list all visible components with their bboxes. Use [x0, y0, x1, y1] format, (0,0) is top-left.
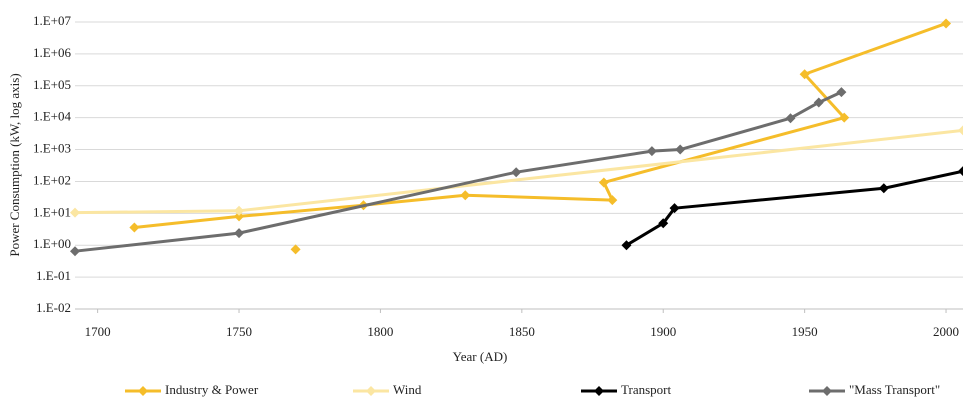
series-marker: [958, 125, 963, 136]
series-marker: [669, 203, 680, 214]
y-tick-label: 1.E+02: [33, 172, 71, 187]
legend-label: Wind: [393, 382, 422, 397]
series-marker: [70, 207, 80, 218]
series-marker: [958, 166, 963, 177]
legend-label: Transport: [621, 382, 671, 397]
legend-label: "Mass Transport": [849, 382, 940, 397]
series-marker: [234, 228, 245, 239]
series-marker: [598, 177, 609, 188]
series-marker: [813, 97, 824, 108]
series-marker: [607, 195, 618, 206]
series-marker: [70, 246, 80, 257]
x-tick-label: 1750: [226, 324, 252, 339]
x-tick-label: 1700: [85, 324, 111, 339]
series-marker: [460, 190, 471, 201]
series-marker: [836, 87, 847, 98]
y-tick-label: 1.E-02: [36, 300, 71, 315]
x-tick-label: 2000: [933, 324, 959, 339]
series-marker: [785, 113, 796, 124]
x-axis-label: Year (AD): [453, 349, 508, 364]
series-marker: [234, 211, 245, 222]
series-marker: [646, 146, 657, 157]
y-tick-label: 1.E+03: [33, 141, 71, 156]
legend-marker: [366, 386, 376, 396]
series-marker: [941, 18, 952, 29]
y-tick-label: 1.E+06: [33, 45, 72, 60]
series-marker: [839, 112, 850, 123]
series-marker: [290, 244, 301, 255]
x-tick-label: 1950: [792, 324, 818, 339]
legend-label: Industry & Power: [165, 382, 259, 397]
y-tick-label: 1.E+05: [33, 77, 71, 92]
series-marker: [799, 69, 810, 80]
series-marker: [675, 144, 686, 155]
y-tick-label: 1.E+01: [33, 204, 71, 219]
series-line: [74, 90, 843, 253]
x-tick-label: 1900: [650, 324, 676, 339]
legend-marker: [594, 386, 604, 396]
series-marker: [658, 218, 669, 229]
x-tick-label: 1800: [367, 324, 393, 339]
series-marker: [511, 167, 522, 178]
series-marker: [878, 183, 889, 194]
series-marker: [129, 222, 140, 233]
series-marker: [621, 240, 632, 251]
legend-marker: [822, 386, 832, 396]
y-tick-label: 1.E+04: [33, 109, 72, 124]
series-marker: [234, 205, 245, 216]
x-tick-label: 1850: [509, 324, 535, 339]
y-axis-label: Power Consumption (kW, log axis): [7, 73, 22, 256]
legend-marker: [138, 386, 148, 396]
y-tick-label: 1.E+00: [33, 236, 71, 251]
y-tick-label: 1.E+07: [33, 13, 72, 28]
y-tick-label: 1.E-01: [36, 268, 71, 283]
